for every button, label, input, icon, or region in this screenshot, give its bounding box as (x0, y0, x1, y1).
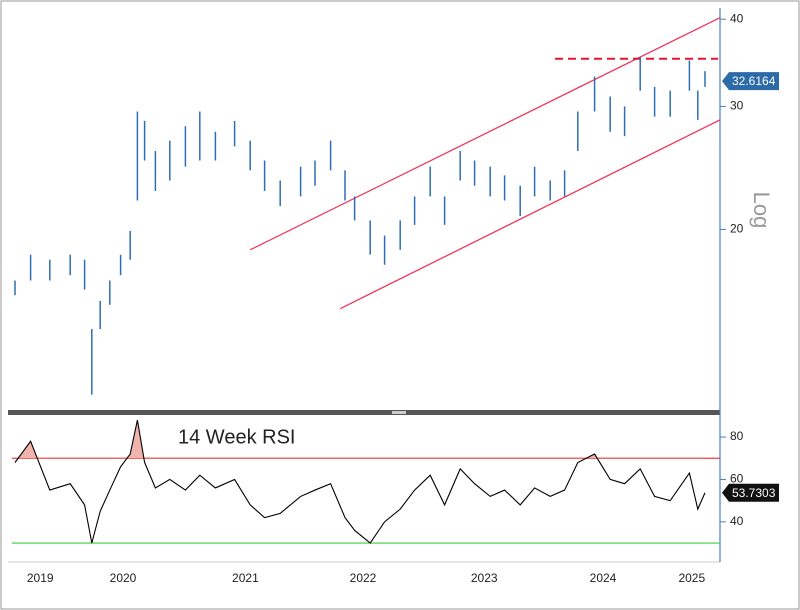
channel-line (249, 17, 721, 251)
y-tick-label: 30 (730, 99, 744, 113)
y-tick-label: 60 (730, 472, 744, 486)
divider-grip (392, 411, 406, 414)
x-tick-label: 2020 (110, 571, 137, 585)
panel-divider (8, 410, 720, 415)
x-tick-label: 2024 (590, 571, 617, 585)
y-tick-label: 20 (730, 222, 744, 236)
x-tick-label: 2023 (471, 571, 498, 585)
x-tick-label: 2022 (350, 571, 377, 585)
y-axis-label: Log (749, 192, 774, 229)
last-value-tag (722, 72, 779, 91)
rsi-line (14, 420, 706, 544)
x-tick-label: 2021 (232, 571, 259, 585)
last-value-tag (722, 483, 779, 502)
x-tick-label: 2025 (678, 571, 705, 585)
y-tick-label: 80 (730, 429, 744, 443)
y-tick-label: 40 (730, 11, 744, 25)
last-value-label: 32.6164 (732, 74, 776, 88)
last-value-label: 53.7303 (732, 486, 776, 500)
rsi-title: 14 Week RSI (178, 426, 295, 448)
x-tick-label: 2019 (27, 571, 54, 585)
channel-line (339, 119, 721, 310)
y-tick-label: 40 (730, 514, 744, 528)
